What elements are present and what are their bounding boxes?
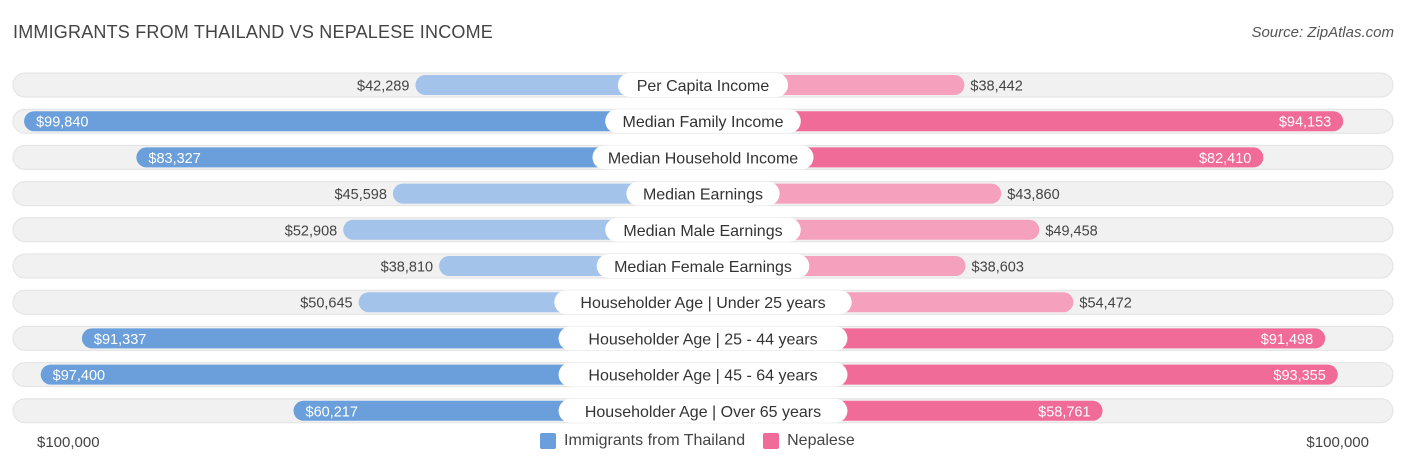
diverging-bar-chart: $42,289 $38,442 Per Capita Income $99,840 $9… [12,72,1394,424]
legend-item-nepalese: Nepalese [763,432,855,450]
chart-title: IMMIGRANTS FROM THAILAND VS NEPALESE INC… [13,22,494,42]
legend-swatch-thailand [540,433,556,449]
value-label-nepalese: $49,458 [1045,223,1097,239]
value-label-thailand: $38,810 [381,260,433,276]
category-label: Median Family Income [623,114,784,131]
category-pill [558,362,848,387]
bar-nepalese [703,364,1338,385]
bar-thailand [392,183,703,204]
category-label: Householder Age | Under 25 years [580,295,825,312]
legend: Immigrants from Thailand Nepalese [540,432,865,450]
bar-nepalese [703,111,1344,132]
category-pill [596,254,810,278]
category-pill [554,290,852,315]
source-note: Source: ZipAtlas.com [1251,24,1394,41]
axis-left-max-label: $100,000 [37,434,100,451]
value-label-thailand: $45,598 [335,187,387,203]
value-label-thailand: $91,337 [94,332,146,348]
value-label-nepalese: $58,761 [1038,404,1090,420]
legend-item-thailand: Immigrants from Thailand [540,432,745,450]
value-label-thailand: $52,908 [285,223,337,239]
category-label: Householder Age | 45 - 64 years [588,368,817,385]
legend-label-thailand: Immigrants from Thailand [564,432,746,449]
value-label-nepalese: $54,472 [1079,296,1131,312]
legend-label-nepalese: Nepalese [787,432,855,449]
category-pill [626,181,780,206]
value-label-thailand: $97,400 [53,368,105,384]
bar-nepalese [703,328,1326,349]
value-label-nepalese: $94,153 [1279,115,1331,131]
bar-thailand [40,364,704,385]
category-pill [558,398,848,423]
value-label-nepalese: $38,442 [970,79,1022,95]
bar-thailand [81,328,704,349]
category-label: Median Female Earnings [614,259,792,276]
category-pill [558,326,848,351]
category-label: Householder Age | 25 - 44 years [588,331,817,348]
value-label-thailand: $42,289 [357,79,409,95]
bar-thailand [24,111,703,132]
category-pill [605,109,801,134]
axis-right-max-label: $100,000 [1306,434,1369,451]
category-pill [592,145,814,170]
bar-nepalese [703,147,1264,168]
value-label-thailand: $50,645 [300,296,352,312]
value-label-nepalese: $93,355 [1273,368,1325,384]
category-label: Median Male Earnings [623,223,782,240]
value-label-nepalese: $38,603 [972,260,1024,276]
value-label-thailand: $99,840 [36,115,88,131]
value-label-thailand: $83,327 [148,151,200,167]
category-label: Per Capita Income [637,78,770,95]
bar-thailand [136,147,703,168]
category-label: Householder Age | Over 65 years [585,404,821,421]
value-label-thailand: $60,217 [306,404,358,420]
legend-swatch-nepalese [763,433,780,449]
category-pill [605,217,801,242]
value-label-nepalese: $91,498 [1261,332,1313,348]
value-label-nepalese: $82,410 [1199,151,1251,167]
category-label: Median Household Income [608,150,798,167]
category-label: Median Earnings [643,187,763,204]
value-label-nepalese: $43,860 [1007,187,1059,203]
category-pill [617,73,789,97]
